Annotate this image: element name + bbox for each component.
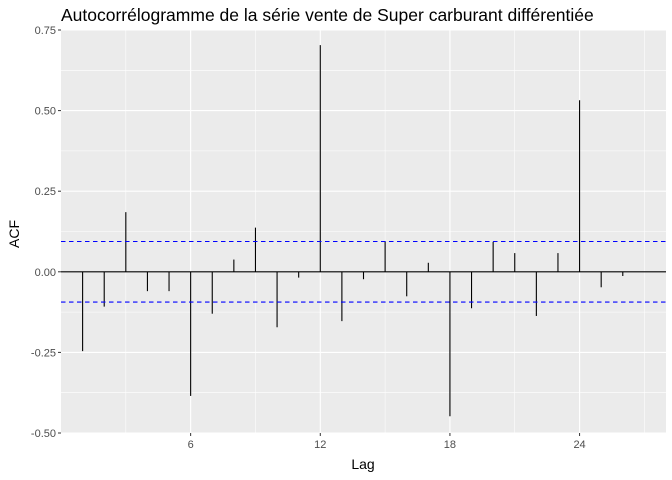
acf-bars: [82, 45, 624, 417]
y-tick-label: 0.50: [35, 106, 56, 118]
y-axis: -0.50 -0.25 0.00 0.25 0.50 0.75: [31, 25, 61, 440]
y-tick-label: 0.75: [35, 25, 56, 37]
x-tick-label: 12: [314, 439, 326, 451]
x-axis-title: Lag: [351, 456, 374, 472]
x-tick-label: 18: [444, 439, 456, 451]
x-tick-label: 6: [188, 439, 194, 451]
x-tick-label: 24: [573, 439, 585, 451]
minor-gridlines: [61, 30, 666, 433]
y-tick-label: 0.25: [35, 186, 56, 198]
y-axis-title: ACF: [6, 220, 22, 248]
x-axis: 6 12 18 24: [188, 433, 586, 451]
y-tick-label: -0.25: [31, 347, 56, 359]
y-tick-label: -0.50: [31, 428, 56, 440]
chart-title: Autocorrélogramme de la série vente de S…: [61, 5, 594, 25]
y-tick-label: 0.00: [35, 267, 56, 279]
